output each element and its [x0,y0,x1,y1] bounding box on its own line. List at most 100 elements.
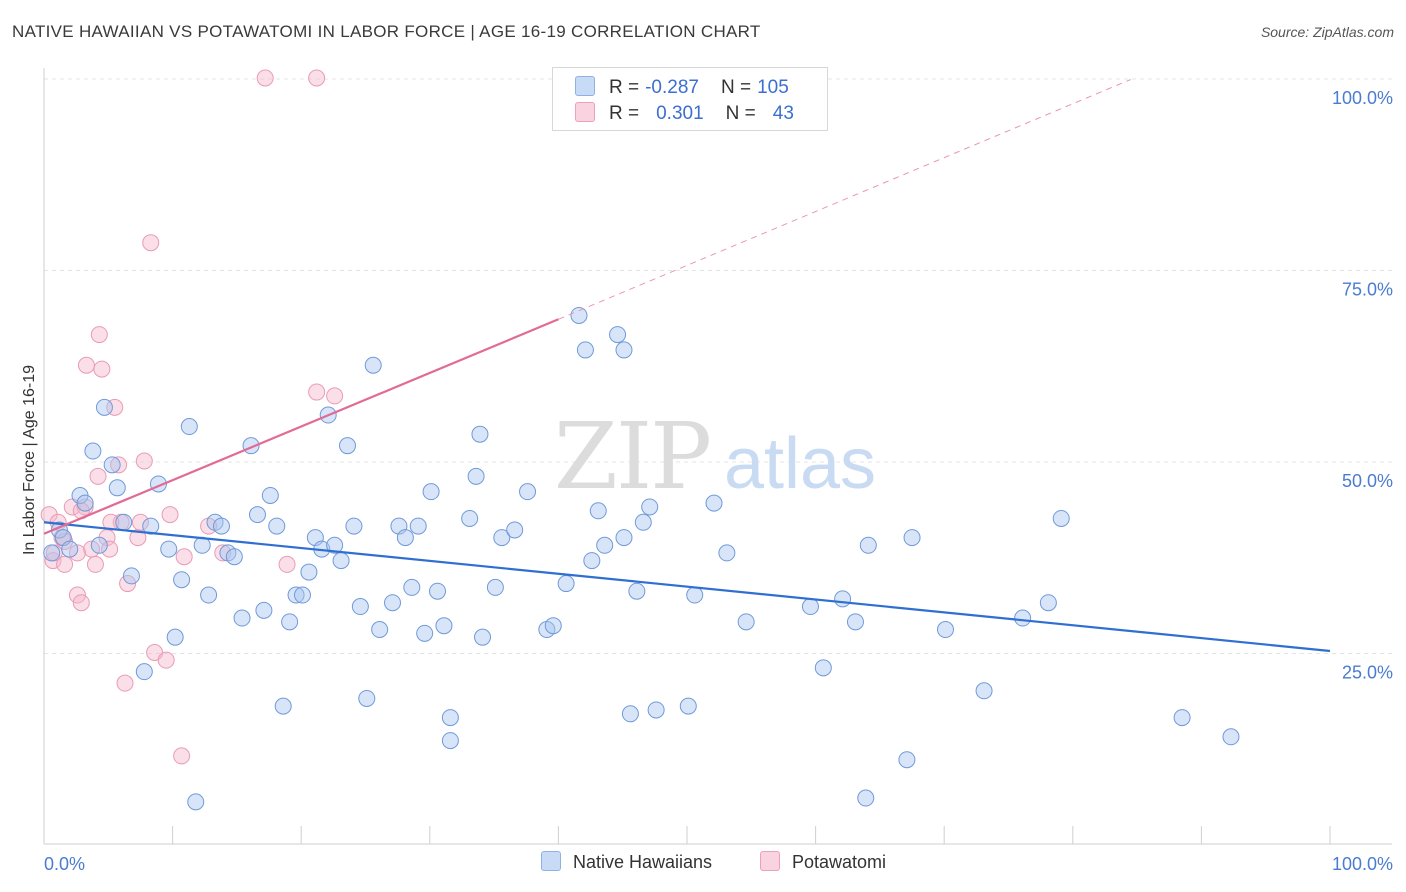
native-hawaiian-point [814,659,832,677]
native-hawaiian-point [248,506,266,524]
potawatomi-points [40,69,344,765]
native-hawaiian-point [936,621,954,639]
native-hawaiian-point [364,356,382,374]
native-hawaiian-point [1014,609,1032,627]
potawatomi-point [68,544,86,562]
native-hawaiian-point [261,486,279,504]
native-hawaiian-point [903,529,921,547]
native-hawaiian-point [326,536,344,554]
x-tick-label: 100.0% [1332,854,1393,874]
bottom-legend-native-hawaiians: Native Hawaiians [541,851,712,873]
potawatomi-point [308,69,326,87]
native-hawaiian-point [358,689,376,707]
native-hawaiian-point [160,540,178,558]
native-hawaiian-point [544,617,562,635]
bottom-legend-swatch-blue [541,851,561,871]
legend-r-value: -0.287 [645,77,699,98]
potawatomi-point [308,383,326,401]
potawatomi-point [161,506,179,524]
potawatomi-point [93,360,111,378]
stats-legend: R = -0.287 N = 105 R = 0.301 N = 43 [552,67,828,131]
native-hawaiian-point [1052,509,1070,527]
potawatomi-point [106,398,124,416]
x-tick-label: 0.0% [44,854,85,874]
native-hawaiian-point [615,341,633,359]
native-hawaiian-point [461,509,479,527]
potawatomi-point [142,234,160,252]
bottom-legend-label: Native Hawaiians [573,852,713,872]
potawatomi-point [119,575,137,593]
legend-swatch-pink [575,102,595,122]
native-hawaiian-point [679,697,697,715]
potawatomi-point [101,540,119,558]
potawatomi-point [90,326,108,344]
native-hawaiian-point [287,586,305,604]
native-hawaiian-point [441,732,459,750]
native-hawaiian-point [135,663,153,681]
native-hawaiian-point [255,601,273,619]
native-hawaiian-point [647,701,665,719]
native-hawaiian-point [429,582,447,600]
native-hawaiian-point [596,536,614,554]
native-hawaiian-point [338,437,356,455]
native-hawaiian-point [422,483,440,501]
native-hawaiian-point [441,709,459,727]
legend-row-native-hawaiians: R = -0.287 N = 105 [575,76,789,100]
native-hawaiian-point [345,517,363,535]
native-hawaiian-points [43,306,1240,811]
native-hawaiian-point [409,517,427,535]
potawatomi-point [256,69,274,87]
native-hawaiian-point [225,548,243,566]
potawatomi-trend-extension [558,79,1131,320]
native-hawaiian-point [396,529,414,547]
native-hawaiian-point [384,594,402,612]
potawatomi-point [135,452,153,470]
native-hawaiian-point [705,494,723,512]
potawatomi-point [173,747,191,765]
potawatomi-point [77,356,95,374]
potawatomi-point [86,555,104,573]
native-hawaiian-point [233,609,251,627]
native-hawaiian-point [1039,594,1057,612]
potawatomi-point [326,387,344,405]
native-hawaiian-point [506,521,524,539]
native-hawaiian-trend-line [43,521,1331,653]
potawatomi-point [175,548,193,566]
native-hawaiian-point [859,536,877,554]
native-hawaiian-point [583,552,601,570]
native-hawaiian-point [1222,728,1240,746]
native-hawaiian-point [108,479,126,497]
axes [43,68,1392,845]
legend-row-potawatomi: R = 0.301 N = 43 [575,102,794,126]
y-tick-label: 25.0% [1342,663,1393,683]
y-axis-label: In Labor Force | Age 16-19 [21,364,38,556]
zipatlas-watermark: ZIP atlas [554,403,876,510]
native-hawaiian-point [486,578,504,596]
legend-n-value: 43 [772,103,794,124]
native-hawaiian-point [76,494,94,512]
potawatomi-point [68,586,86,604]
native-hawaiian-point [615,529,633,547]
native-hawaiian-point [403,578,421,596]
native-hawaiian-point [801,598,819,616]
potawatomi-point [89,467,107,485]
native-hawaiian-point [570,306,588,324]
native-hawaiian-point [84,442,102,460]
native-hawaiian-point [609,326,627,344]
native-hawaiian-point [557,575,575,593]
watermark-zip: ZIP [554,403,710,510]
native-hawaiian-point [474,628,492,646]
legend-n-label: N = [720,77,752,98]
legend-n-label: N = [725,103,756,124]
potawatomi-point [56,555,74,573]
native-hawaiian-point [493,529,511,547]
native-hawaiian-point [103,456,121,474]
native-hawaiian-point [268,517,286,535]
native-hawaiian-point [212,517,230,535]
native-hawaiian-point [90,536,108,554]
native-hawaiian-point [142,517,160,535]
native-hawaiian-point [274,697,292,715]
potawatomi-point [157,651,175,669]
native-hawaiian-point [43,544,61,562]
